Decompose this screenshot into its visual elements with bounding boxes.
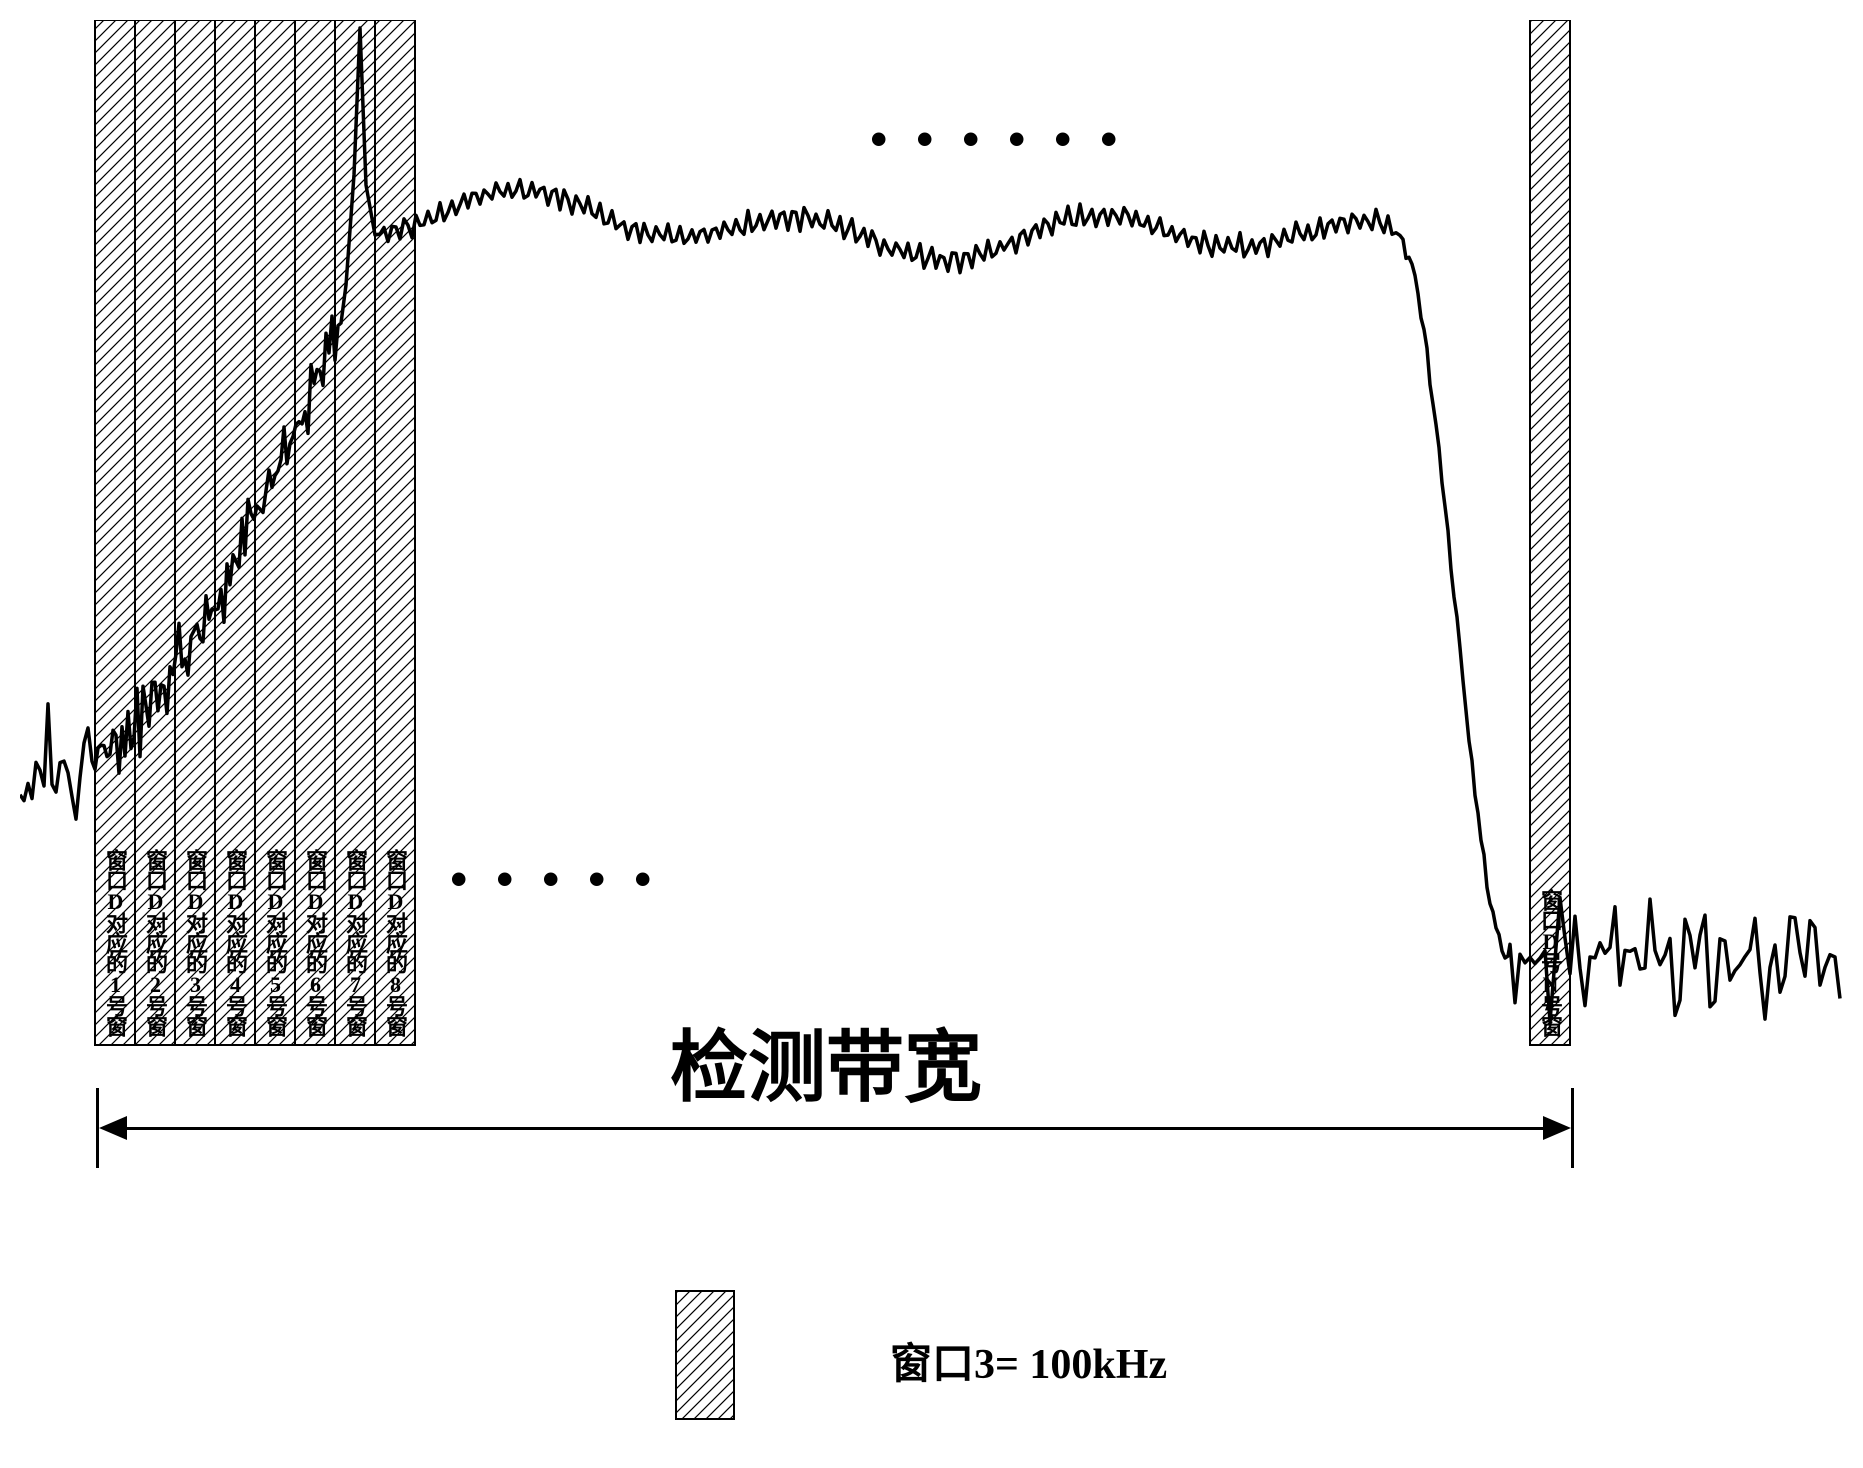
arrow-head-right-icon (1543, 1116, 1571, 1140)
arrow-shaft (125, 1127, 1545, 1130)
legend-swatch-hatch (677, 1292, 733, 1418)
band-label-5: 窗口D对应的5号窗 (264, 849, 286, 1035)
band-label-3: 窗口D对应的3号窗 (184, 849, 206, 1035)
legend-swatch (675, 1290, 735, 1420)
bandwidth-label: 检测带宽 (670, 1005, 982, 1117)
band-label-1: 窗口D对应的1号窗 (104, 849, 126, 1035)
ellipsis-top: • • • • • • (870, 110, 1126, 168)
arrow-right-bar (1571, 1088, 1574, 1168)
band-label-4: 窗口D对应的4号窗 (224, 849, 246, 1035)
spectrum-figure: 窗口D对应的1号窗 窗口D对应的2号窗 窗口D对应的3号窗 窗口D对应的4号窗 … (20, 20, 1843, 1448)
band-label-7: 窗口D对应的7号窗 (344, 849, 366, 1035)
chart-area: 窗口D对应的1号窗 窗口D对应的2号窗 窗口D对应的3号窗 窗口D对应的4号窗 … (20, 20, 1843, 1120)
band-label-2: 窗口D对应的2号窗 (144, 849, 166, 1035)
chart-svg (20, 20, 1843, 1120)
ellipsis-mid: • • • • • (450, 850, 660, 908)
legend-text: 窗口3= 100kHz (890, 1330, 1167, 1391)
band-label-8: 窗口D对应的8号窗 (384, 849, 406, 1035)
band-label-6: 窗口D对应的6号窗 (304, 849, 326, 1035)
arrow-head-left-icon (99, 1116, 127, 1140)
band-label-n: 窗口D号N号窗 (1539, 889, 1561, 1035)
